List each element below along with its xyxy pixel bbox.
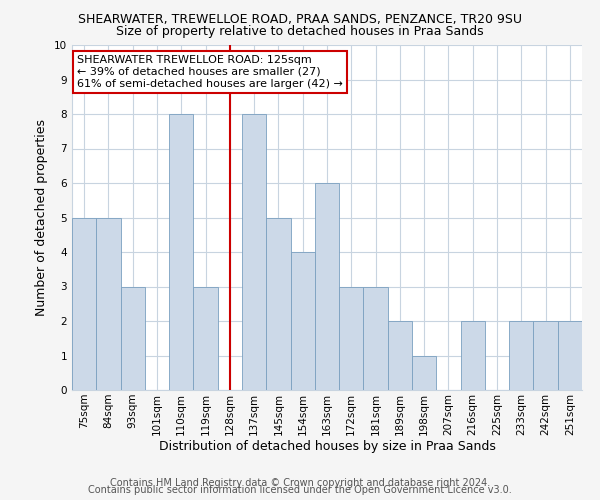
Bar xyxy=(72,218,96,390)
Bar xyxy=(266,218,290,390)
Bar xyxy=(193,286,218,390)
Bar xyxy=(96,218,121,390)
Bar xyxy=(290,252,315,390)
Text: SHEARWATER, TREWELLOE ROAD, PRAA SANDS, PENZANCE, TR20 9SU: SHEARWATER, TREWELLOE ROAD, PRAA SANDS, … xyxy=(78,12,522,26)
Bar xyxy=(412,356,436,390)
Text: Contains HM Land Registry data © Crown copyright and database right 2024.: Contains HM Land Registry data © Crown c… xyxy=(110,478,490,488)
Bar xyxy=(315,183,339,390)
X-axis label: Distribution of detached houses by size in Praa Sands: Distribution of detached houses by size … xyxy=(158,440,496,454)
Bar xyxy=(121,286,145,390)
Bar xyxy=(533,321,558,390)
Y-axis label: Number of detached properties: Number of detached properties xyxy=(35,119,49,316)
Bar xyxy=(388,321,412,390)
Bar xyxy=(339,286,364,390)
Bar xyxy=(169,114,193,390)
Text: Size of property relative to detached houses in Praa Sands: Size of property relative to detached ho… xyxy=(116,25,484,38)
Bar xyxy=(364,286,388,390)
Bar xyxy=(242,114,266,390)
Bar xyxy=(461,321,485,390)
Bar xyxy=(558,321,582,390)
Text: SHEARWATER TREWELLOE ROAD: 125sqm
← 39% of detached houses are smaller (27)
61% : SHEARWATER TREWELLOE ROAD: 125sqm ← 39% … xyxy=(77,56,343,88)
Bar xyxy=(509,321,533,390)
Text: Contains public sector information licensed under the Open Government Licence v3: Contains public sector information licen… xyxy=(88,485,512,495)
